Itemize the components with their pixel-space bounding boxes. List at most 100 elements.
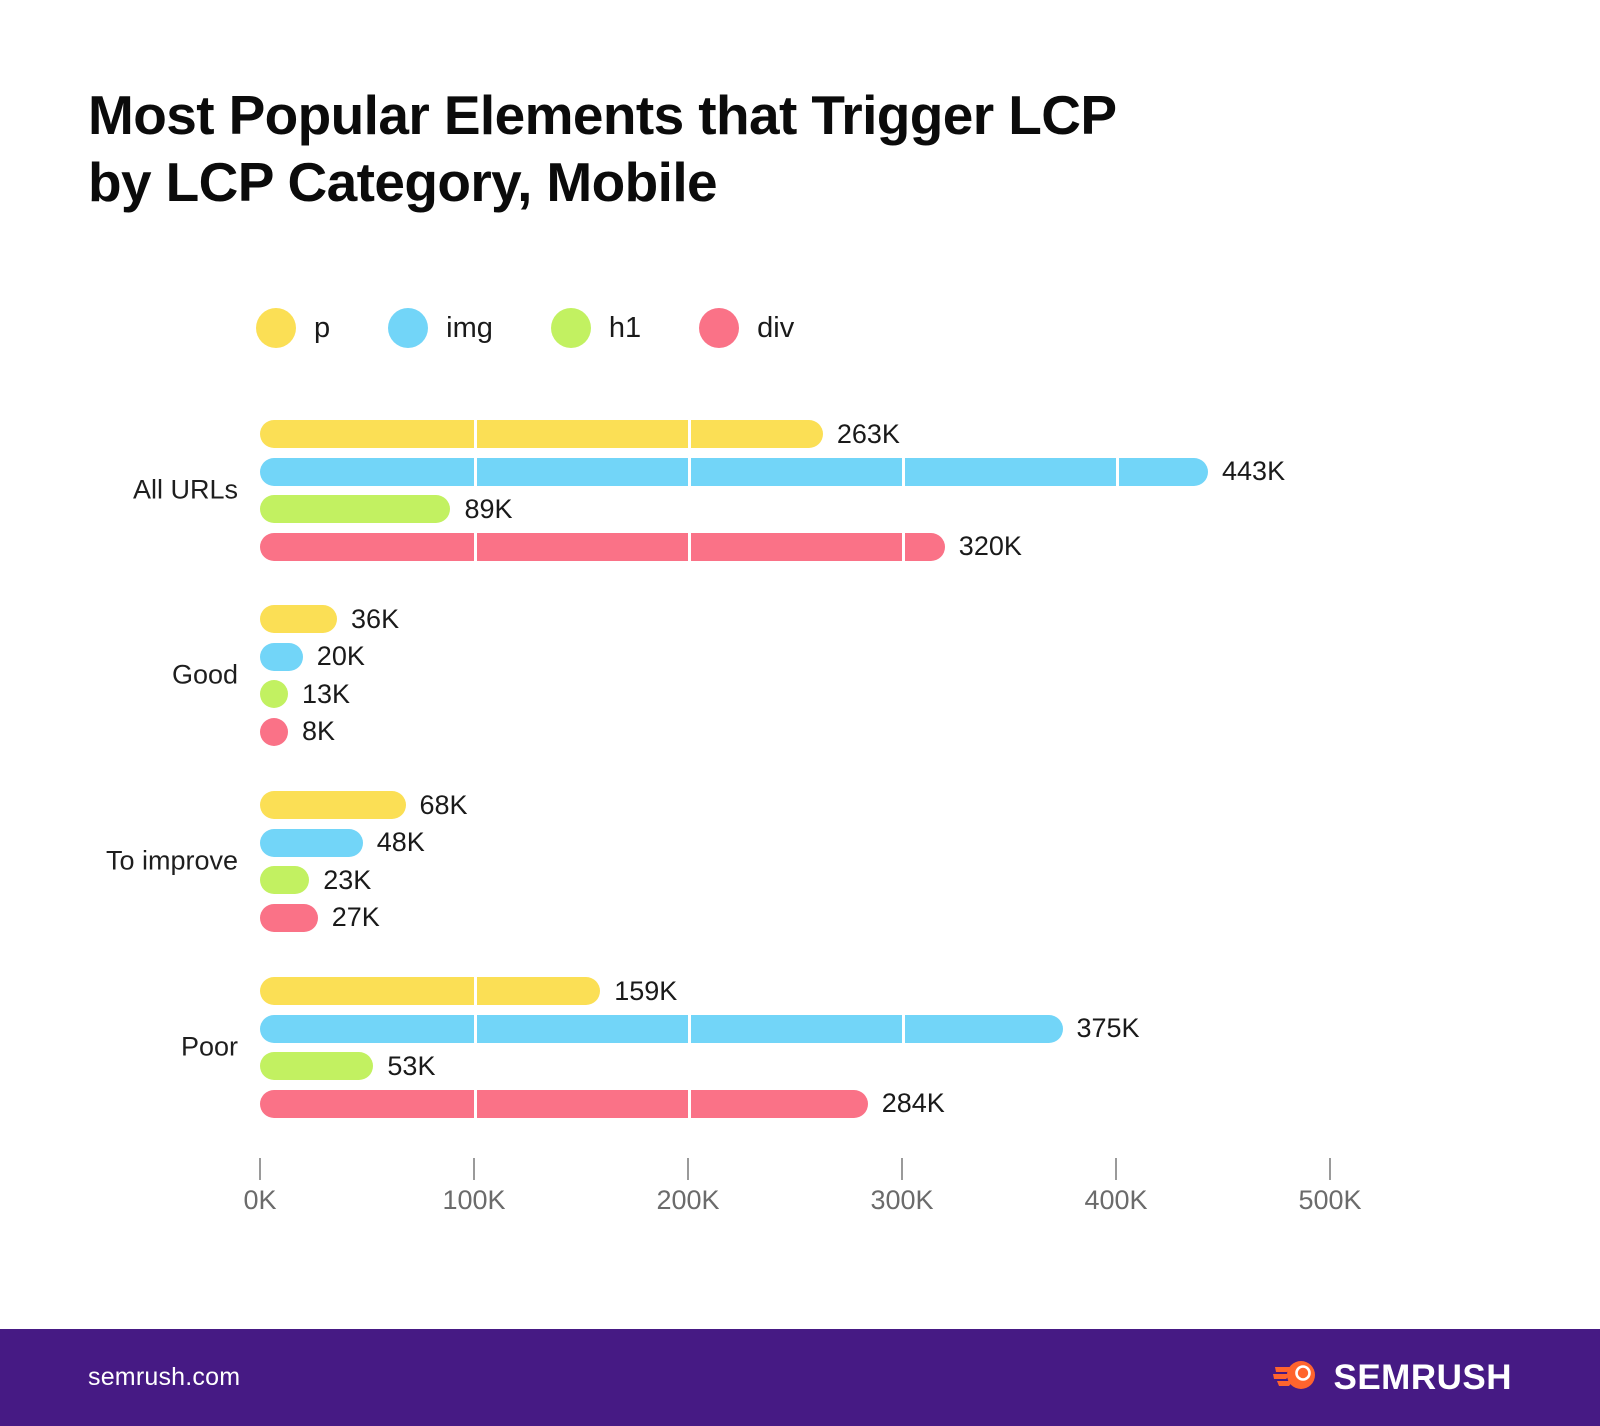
bar-gridline <box>688 457 691 486</box>
category-label-good: Good <box>171 659 238 690</box>
bar-value-label: 53K <box>387 1050 436 1081</box>
bar-gridline <box>688 532 691 561</box>
page-title: Most Popular Elements that Trigger LCP b… <box>88 84 1117 214</box>
legend-swatch-p-icon <box>256 308 296 348</box>
legend-swatch-h1-icon <box>550 308 591 348</box>
x-axis-label: 0K <box>243 1185 277 1215</box>
bar-gridline <box>474 1014 477 1043</box>
bar-gridline <box>902 457 905 486</box>
bar-row: 159K <box>260 977 677 1005</box>
x-axis-label: 200K <box>656 1185 720 1215</box>
legend-swatch-img-icon <box>388 308 429 348</box>
bar-value-label: 13K <box>302 678 351 709</box>
chart-legend: p img h1 div <box>256 308 852 348</box>
bar-row: 48K <box>260 827 425 857</box>
x-axis-tick <box>1115 1158 1117 1180</box>
bar-value-label: 68K <box>419 789 468 820</box>
bar-gridline <box>474 977 477 1005</box>
semrush-logo: SEMRUSH <box>1273 1355 1512 1400</box>
bar-good-h1[interactable] <box>260 680 288 708</box>
category-label-all-urls: All URLs <box>132 474 238 505</box>
bar-value-label: 263K <box>836 418 900 449</box>
legend-item-div[interactable]: div <box>699 308 794 348</box>
bar-all-urls-p[interactable] <box>260 420 823 448</box>
legend-label: h1 <box>608 311 642 344</box>
bar-poor-div[interactable] <box>260 1089 868 1118</box>
bar-row: 284K <box>260 1088 945 1118</box>
footer-bar: semrush.com SEMRUSH <box>0 1329 1600 1426</box>
bar-gridline <box>1116 457 1119 486</box>
bar-all-urls-h1[interactable] <box>260 495 451 523</box>
bar-value-label: 159K <box>614 975 678 1006</box>
bar-poor-p[interactable] <box>260 977 601 1005</box>
bar-to-improve-div[interactable] <box>260 903 318 932</box>
legend-item-h1[interactable]: h1 <box>550 308 642 348</box>
bar-gridline <box>902 532 905 561</box>
bar-value-label: 20K <box>316 641 365 671</box>
bar-row: 8K <box>260 716 336 746</box>
legend-item-img[interactable]: img <box>388 308 493 348</box>
legend-swatch-div-icon <box>699 308 740 348</box>
legend-label: div <box>757 311 795 344</box>
x-axis-label: 300K <box>870 1185 934 1215</box>
x-axis-label: 100K <box>442 1185 506 1215</box>
legend-item-p[interactable]: p <box>256 308 330 348</box>
bar-gridline <box>474 420 477 448</box>
bar-row: 36K <box>260 605 399 633</box>
x-axis-tick <box>259 1158 261 1180</box>
bar-value-label: 89K <box>464 493 513 524</box>
x-axis-label: 400K <box>1084 1185 1148 1215</box>
bar-value-label: 36K <box>351 603 400 634</box>
bar-to-improve-h1[interactable] <box>260 866 310 894</box>
bar-row: 89K <box>260 495 513 523</box>
bar-value-label: 320K <box>958 531 1022 561</box>
category-label-poor: Poor <box>180 1031 238 1062</box>
bar-value-label: 375K <box>1076 1013 1140 1043</box>
x-axis-tick <box>687 1158 689 1180</box>
bar-gridline <box>688 420 691 448</box>
bar-value-label: 284K <box>881 1088 945 1118</box>
bar-value-label: 8K <box>302 716 336 746</box>
bar-gridline <box>474 1089 477 1118</box>
category-label-to-improve: To improve <box>105 845 238 876</box>
x-axis-tick <box>1329 1158 1331 1180</box>
bar-row: 443K <box>260 456 1286 486</box>
bar-row: 13K <box>260 680 350 708</box>
x-axis-tick <box>901 1158 903 1180</box>
bar-row: 263K <box>260 420 900 448</box>
brand-wordmark: SEMRUSH <box>1333 1357 1512 1397</box>
bar-row: 68K <box>260 791 468 819</box>
bar-row: 27K <box>260 902 380 932</box>
bar-all-urls-div[interactable] <box>260 532 945 561</box>
bar-to-improve-p[interactable] <box>260 791 406 819</box>
bar-good-img[interactable] <box>260 642 303 671</box>
bar-poor-h1[interactable] <box>260 1052 374 1080</box>
bar-good-p[interactable] <box>260 605 338 633</box>
semrush-comet-icon <box>1273 1355 1319 1400</box>
bar-value-label: 443K <box>1222 456 1286 486</box>
x-axis-label: 500K <box>1298 1185 1362 1215</box>
bar-all-urls-img[interactable] <box>260 457 1209 486</box>
bar-row: 320K <box>260 531 1022 561</box>
footer-url[interactable]: semrush.com <box>88 1363 241 1391</box>
x-axis-tick <box>473 1158 475 1180</box>
bar-value-label: 23K <box>323 864 372 895</box>
bar-row: 375K <box>260 1013 1140 1043</box>
bar-gridline <box>688 1089 691 1118</box>
bar-gridline <box>474 457 477 486</box>
bar-good-div[interactable] <box>260 717 288 746</box>
legend-label: p <box>314 311 331 344</box>
bar-value-label: 27K <box>331 902 380 932</box>
bar-row: 20K <box>260 641 365 671</box>
bar-to-improve-img[interactable] <box>260 828 363 857</box>
legend-label: img <box>446 311 493 344</box>
bar-gridline <box>474 532 477 561</box>
bar-row: 23K <box>260 866 371 894</box>
bar-gridline <box>902 1014 905 1043</box>
bar-value-label: 48K <box>376 827 425 857</box>
bar-gridline <box>688 1014 691 1043</box>
bar-poor-img[interactable] <box>260 1014 1063 1043</box>
bar-row: 53K <box>260 1052 435 1080</box>
